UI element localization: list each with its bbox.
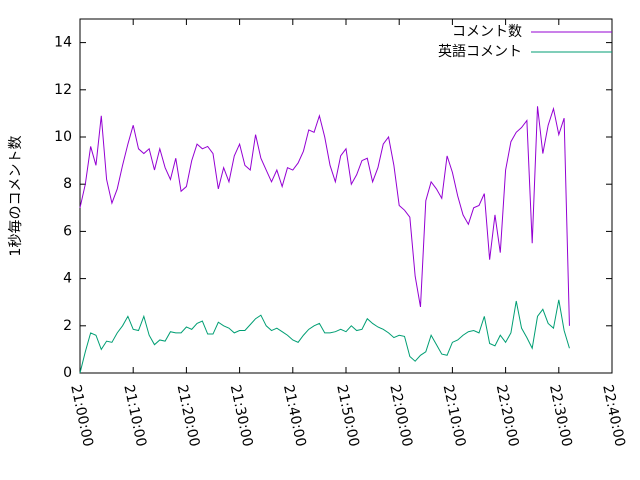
plot-frame [79, 18, 613, 374]
y-tick-label: 0 [63, 365, 72, 381]
x-tick-label: 22:10:00 [440, 383, 469, 448]
x-tick-label: 22:00:00 [386, 383, 415, 448]
x-tick-label: 21:40:00 [280, 383, 309, 448]
legend-label: コメント数 [452, 24, 522, 40]
x-tick-label: 22:20:00 [493, 383, 522, 448]
x-tick-label: 21:20:00 [174, 383, 203, 448]
y-tick-label: 4 [63, 271, 72, 287]
y-tick-label: 8 [63, 176, 72, 192]
y-tick-label: 6 [63, 223, 72, 239]
x-tick-label: 21:30:00 [227, 383, 256, 448]
series-line [79, 106, 570, 326]
y-tick-label: 14 [54, 35, 72, 51]
y-tick-label: 12 [54, 82, 72, 98]
x-tick-label: 21:50:00 [333, 383, 362, 448]
x-tick-label: 21:00:00 [67, 383, 96, 448]
y-axis-label: 1秒毎のコメント数 [8, 136, 24, 257]
x-tick-label: 22:30:00 [546, 383, 575, 448]
y-tick-label: 10 [54, 129, 72, 145]
series-line [79, 299, 570, 374]
y-tick-label: 2 [63, 318, 72, 334]
legend-label: 英語コメント [438, 43, 522, 60]
x-tick-label: 21:10:00 [120, 383, 149, 448]
x-tick-label: 22:40:00 [599, 383, 628, 448]
